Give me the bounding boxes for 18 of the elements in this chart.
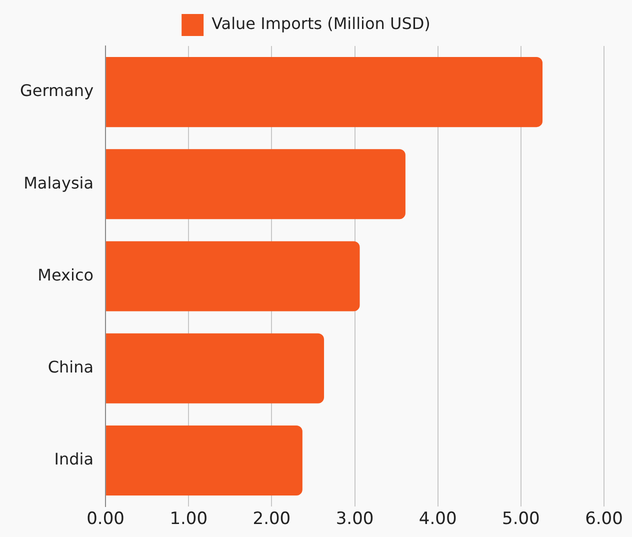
x-tick-label: 6.00 [585,509,623,530]
legend-label: Value Imports (Million USD) [212,14,430,34]
x-tick-label: 3.00 [336,509,374,530]
x-tick-label: 0.00 [86,509,124,530]
y-tick-label: China [48,358,94,377]
bar [106,426,302,496]
bar [106,333,324,404]
x-tick-label: 1.00 [170,509,208,530]
y-tick-label: Mexico [38,265,94,284]
bar [106,241,360,312]
y-tick-label: India [54,450,94,469]
bar [106,57,543,128]
x-tick-label: 5.00 [502,509,540,530]
y-tick-label: Germany [20,81,94,100]
x-tick-label: 4.00 [418,509,457,530]
bar [106,149,406,220]
y-tick-label: Malaysia [24,173,94,192]
x-tick-label: 2.00 [252,509,291,530]
